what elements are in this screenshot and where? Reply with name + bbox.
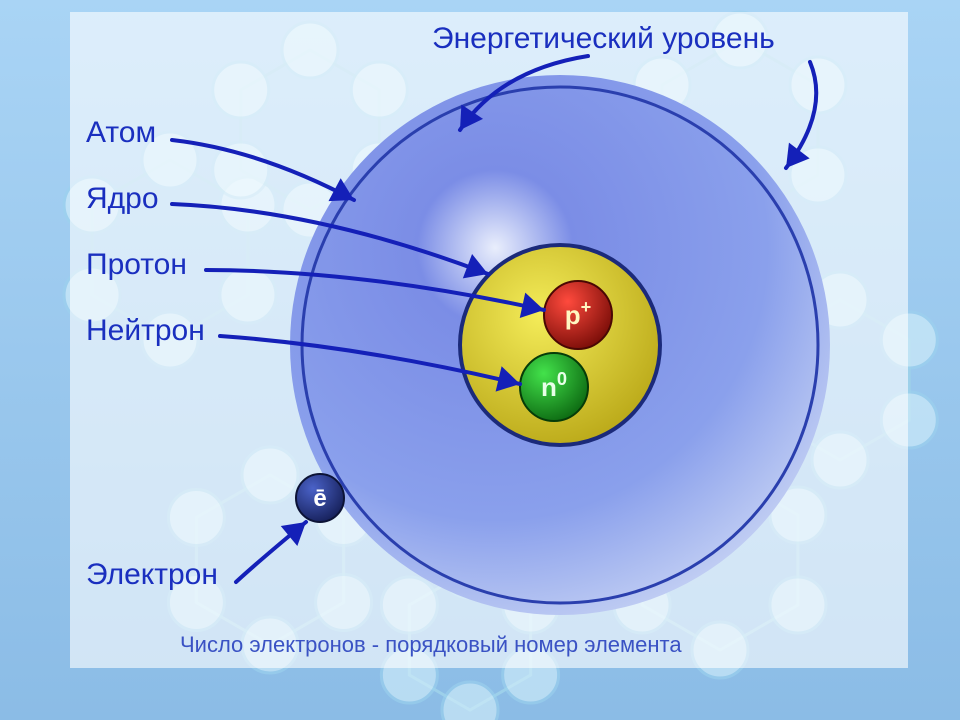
label-electron: Электрон	[86, 558, 218, 592]
diagram-stage: p+ n0 ē	[0, 0, 960, 720]
electron: ē	[296, 474, 344, 522]
label-proton: Протон	[86, 248, 187, 282]
proton: p+	[544, 281, 612, 349]
label-nucleus: Ядро	[86, 182, 159, 216]
caption-text: Число электронов - порядковый номер элем…	[180, 632, 682, 658]
electron-symbol: ē	[313, 485, 326, 512]
neutron: n0	[520, 353, 588, 421]
page-root: p+ n0 ē Энергетический уровень Атом Ядро…	[0, 0, 960, 720]
label-energy-level: Энергетический уровень	[432, 22, 775, 56]
label-neutron: Нейтрон	[86, 314, 205, 348]
label-atom: Атом	[86, 116, 156, 150]
